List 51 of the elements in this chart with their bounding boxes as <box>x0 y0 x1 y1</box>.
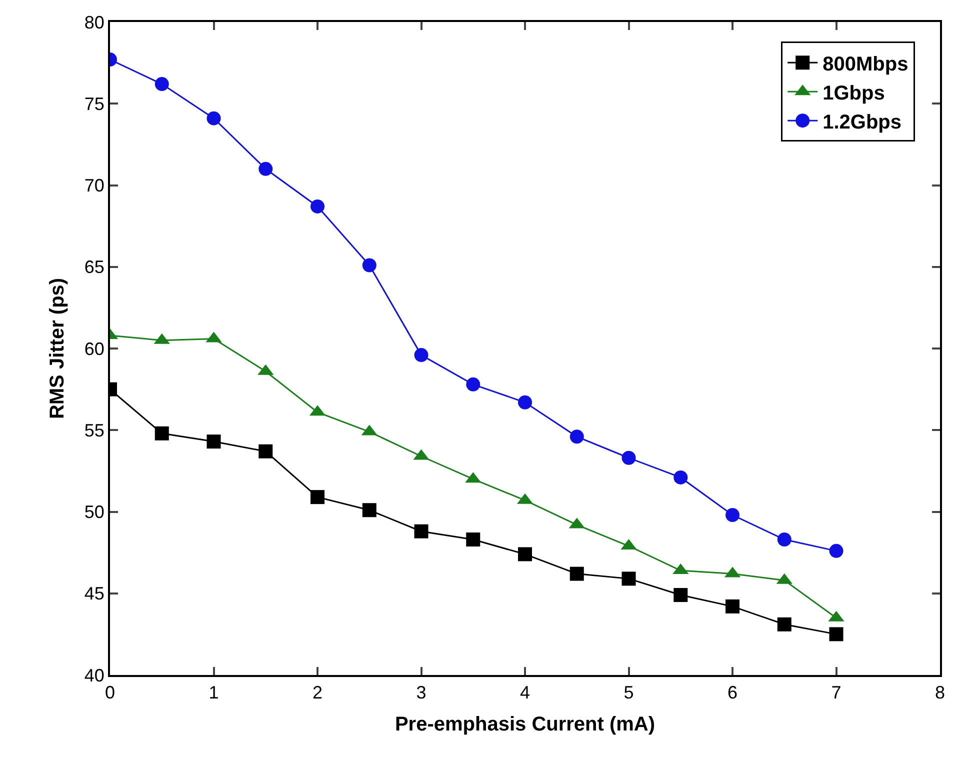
point <box>726 508 740 522</box>
point <box>674 470 688 484</box>
y-tick-label: 55 <box>84 420 104 440</box>
point <box>777 617 792 632</box>
point <box>310 199 324 214</box>
point <box>258 162 273 176</box>
legend-label: 1Gbps <box>822 82 885 104</box>
point <box>154 77 169 92</box>
y-tick-label: 65 <box>84 257 104 278</box>
x-tick-label: 7 <box>831 682 842 703</box>
y-tick-label: 50 <box>84 502 104 522</box>
point <box>466 377 480 392</box>
point <box>414 348 428 362</box>
point <box>310 490 324 504</box>
y-tick-label: 80 <box>84 12 104 32</box>
y-tick-label: 70 <box>84 176 104 196</box>
x-tick-label: 2 <box>312 682 323 703</box>
y-axis-title: RMS Jitter (ps) <box>46 278 68 420</box>
point <box>622 572 636 586</box>
point <box>622 450 636 465</box>
point <box>674 588 688 602</box>
x-tick-label: 8 <box>934 682 946 703</box>
point <box>206 111 221 126</box>
legend-label: 1.2Gbps <box>822 111 902 134</box>
point <box>570 566 584 581</box>
point <box>362 503 376 518</box>
x-tick-label: 3 <box>416 682 426 703</box>
y-tick-label: 40 <box>84 665 104 686</box>
y-tick-label: 75 <box>84 94 104 114</box>
y-tick-label: 45 <box>84 584 104 604</box>
point <box>777 532 792 546</box>
x-tick-label: 1 <box>208 682 219 703</box>
point <box>362 258 376 272</box>
point <box>154 426 169 440</box>
x-tick-label: 0 <box>104 682 116 703</box>
point <box>518 547 532 562</box>
point <box>518 395 532 410</box>
legend-label: 800Mbps <box>822 53 908 76</box>
point <box>414 524 428 538</box>
y-tick-label: 60 <box>84 338 104 359</box>
point <box>258 444 273 458</box>
point <box>829 544 844 558</box>
point <box>570 430 584 444</box>
point <box>726 599 740 614</box>
point <box>829 627 844 642</box>
point <box>466 532 480 546</box>
x-tick-label: 6 <box>727 682 738 703</box>
point <box>206 434 221 449</box>
x-tick-label: 5 <box>624 682 634 703</box>
x-axis-title: Pre-emphasis Current (mA) <box>394 714 656 736</box>
x-tick-label: 4 <box>520 682 530 703</box>
